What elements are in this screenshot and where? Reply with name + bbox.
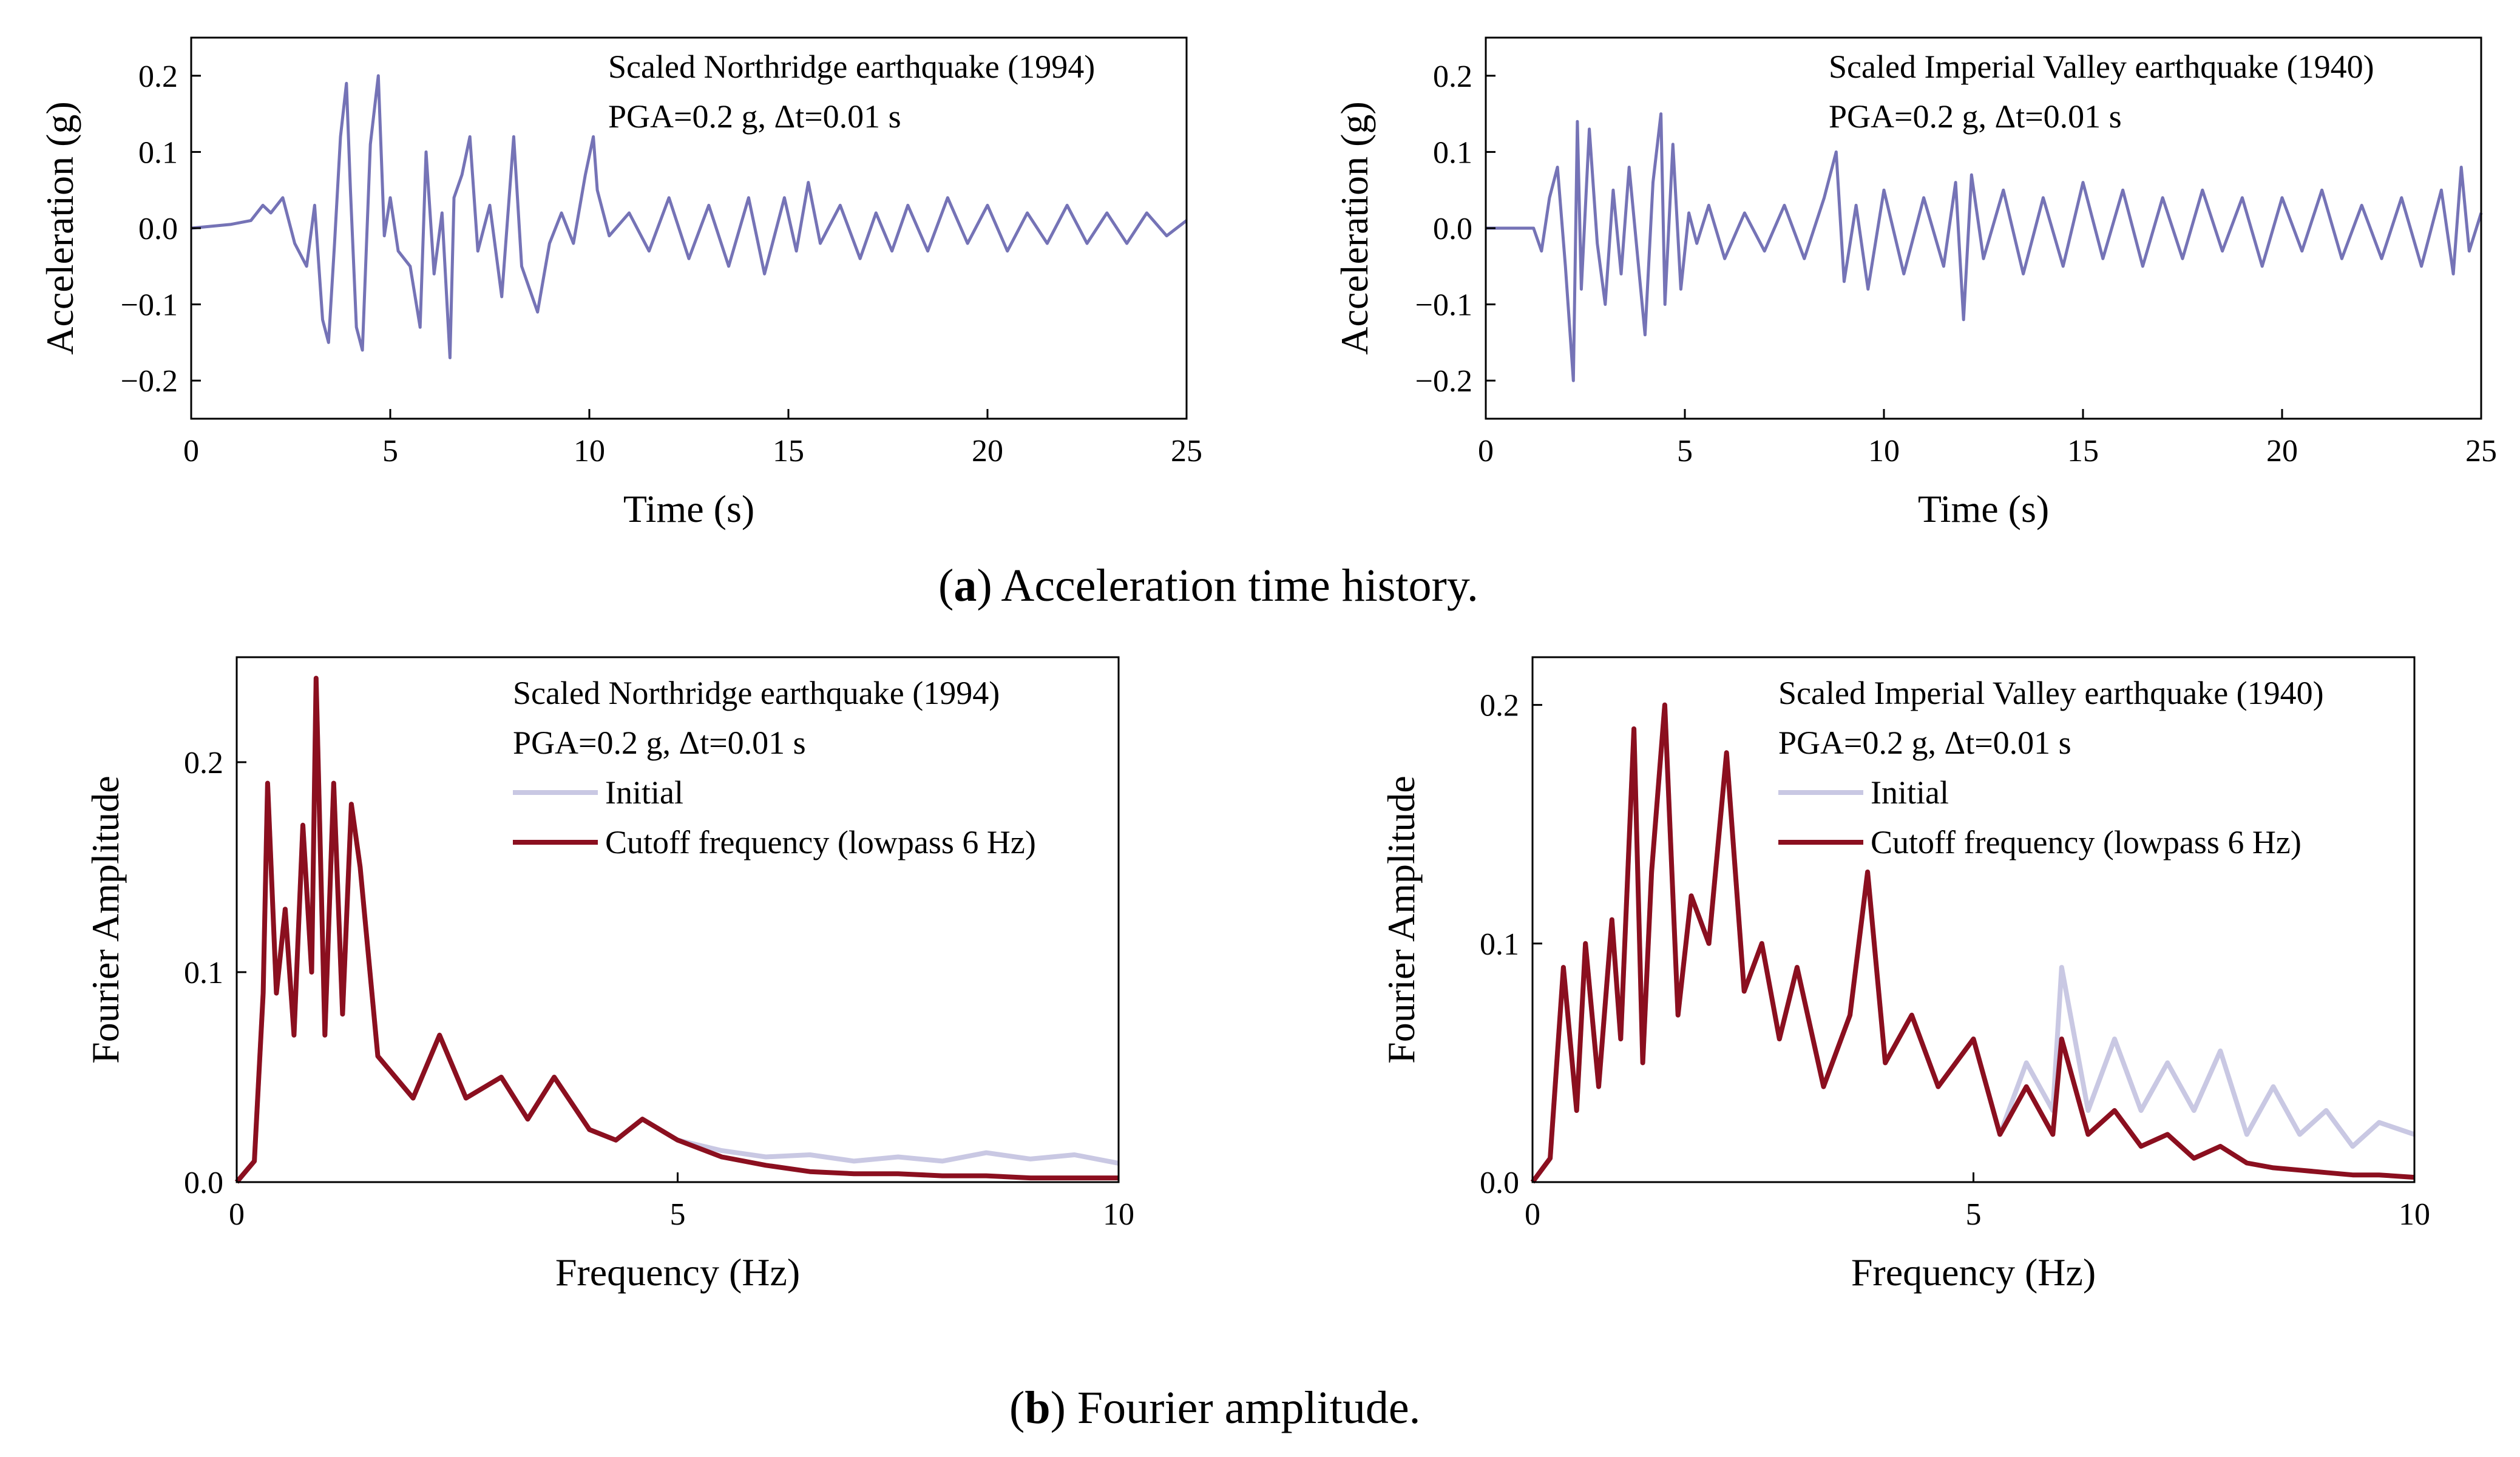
y-axis-label: Acceleration (g): [1333, 101, 1376, 355]
annotation-line-2: PGA=0.2 g, Δt=0.01 s: [513, 725, 806, 761]
x-tick-label: 0: [1478, 434, 1494, 468]
annotation-line-1: Scaled Imperial Valley earthquake (1940): [1829, 49, 2374, 85]
y-axis-label: Fourier Amplitude: [84, 776, 127, 1064]
caption-a-text: ) Acceleration time history.: [977, 560, 1478, 611]
x-tick-label: 20: [972, 434, 1003, 468]
y-tick-label: 0.0: [1480, 1166, 1519, 1200]
x-axis-label: Frequency (Hz): [1851, 1251, 2096, 1294]
x-tick-label: 10: [1103, 1197, 1134, 1232]
legend-label-2: Cutoff frequency (lowpass 6 Hz): [605, 824, 1036, 860]
x-tick-label: 15: [2067, 434, 2099, 468]
x-tick-label: 5: [1677, 434, 1693, 468]
legend-label-1: Initial: [1871, 774, 1949, 811]
annotation-line-1: Scaled Imperial Valley earthquake (1940): [1778, 675, 2324, 711]
y-tick-label: −0.2: [121, 364, 178, 399]
x-axis-label: Frequency (Hz): [555, 1251, 800, 1294]
y-tick-label: 0.2: [1480, 689, 1519, 723]
y-tick-label: −0.2: [1415, 364, 1472, 399]
legend-label-1: Initial: [605, 774, 683, 811]
chart-b-left: 0 5 10 0.0 0.1 0.2 Frequency (Hz) Fourier Ampli…: [84, 656, 1134, 1294]
series-line-2: [1530, 702, 2415, 1184]
annotation-line-1: Scaled Northridge earthquake (1994): [608, 49, 1095, 85]
caption-a: (a) Acceleration time history.: [938, 560, 1478, 611]
x-tick-label: 5: [670, 1197, 686, 1232]
y-axis-label: Acceleration (g): [38, 101, 81, 355]
caption-b: (b) Fourier amplitude.: [1009, 1382, 1421, 1433]
y-tick-label: 0.1: [1480, 927, 1519, 962]
chart-a-right: 0 5 10 15 20 25 −0.2 −0.1 0.0 0.1 0.2 Time (s) Accel…: [1333, 36, 2497, 530]
y-tick-label: 0.2: [184, 746, 223, 780]
x-tick-label: 25: [1171, 434, 1202, 468]
y-tick-label: 0.1: [138, 135, 178, 170]
y-tick-label: 0.0: [184, 1166, 223, 1200]
annotation-line-2: PGA=0.2 g, Δt=0.01 s: [608, 98, 901, 135]
x-tick-label: 10: [574, 434, 605, 468]
x-tick-label: 0: [183, 434, 199, 468]
annotation-line-2: PGA=0.2 g, Δt=0.01 s: [1829, 98, 2122, 135]
annotation-line-2: PGA=0.2 g, Δt=0.01 s: [1778, 725, 2071, 761]
x-tick-label: 15: [773, 434, 804, 468]
chart-a-left: 0 5 10 15 20 25 −0.2 −0.1 0.0 0.1 0.2 Time (s) Accel…: [38, 36, 1202, 530]
series-line-1: [1486, 112, 2483, 382]
x-tick-label: 5: [1966, 1197, 1982, 1232]
y-tick-label: 0.0: [1433, 212, 1472, 246]
x-tick-label: 0: [229, 1197, 245, 1232]
x-axis-label: Time (s): [1918, 487, 2049, 530]
series-line-1: [1530, 702, 2416, 1184]
x-tick-label: 10: [2399, 1197, 2430, 1232]
y-tick-label: 0.0: [138, 212, 178, 246]
x-axis-label: Time (s): [623, 487, 754, 530]
annotation-line-1: Scaled Northridge earthquake (1994): [513, 675, 1000, 711]
x-tick-label: 10: [1868, 434, 1900, 468]
caption-b-text: ) Fourier amplitude.: [1051, 1382, 1421, 1433]
y-tick-label: 0.2: [138, 59, 178, 94]
caption-b-letter: b: [1025, 1382, 1050, 1433]
chart-b-right: 0 5 10 0.0 0.1 0.2 Frequency (Hz) Fourier Ampli…: [1380, 656, 2430, 1294]
series-line-1: [191, 74, 1188, 359]
x-tick-label: 5: [382, 434, 398, 468]
x-tick-label: 20: [2266, 434, 2298, 468]
legend-label-2: Cutoff frequency (lowpass 6 Hz): [1871, 824, 2302, 860]
x-tick-label: 0: [1525, 1197, 1540, 1232]
y-tick-label: −0.1: [1415, 288, 1472, 323]
y-tick-label: 0.2: [1433, 59, 1472, 94]
x-tick-label: 25: [2465, 434, 2497, 468]
series-line-2: [234, 675, 1119, 1184]
y-axis-label: Fourier Amplitude: [1380, 776, 1423, 1064]
chart-panels: 0 5 10 15 20 25 −0.2 −0.1 0.0 0.1 0.2 Time (s) Accel…: [38, 36, 2497, 1294]
y-tick-label: −0.1: [121, 288, 178, 323]
y-tick-label: 0.1: [184, 956, 223, 990]
y-tick-label: 0.1: [1433, 135, 1472, 170]
caption-a-letter: a: [953, 560, 977, 611]
